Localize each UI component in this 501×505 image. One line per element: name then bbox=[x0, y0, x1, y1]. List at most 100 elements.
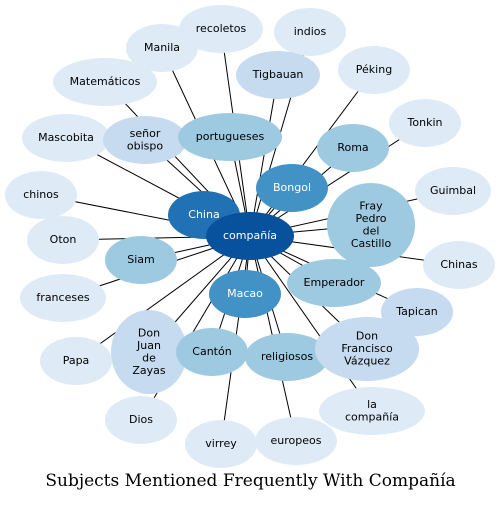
node-chinas: Chinas bbox=[423, 241, 495, 289]
node-label: Don Francisco Vázquez bbox=[341, 330, 393, 368]
node-label: Bongol bbox=[273, 181, 311, 194]
node-shape bbox=[178, 113, 282, 161]
node-shape bbox=[317, 124, 389, 172]
node-canton: Cantón bbox=[176, 328, 248, 376]
node-shape bbox=[287, 259, 381, 307]
node-siam: Siam bbox=[105, 236, 177, 284]
node-label: religiosos bbox=[261, 350, 313, 363]
node-label: virrey bbox=[205, 437, 237, 450]
node-shape bbox=[274, 8, 346, 56]
node-shape bbox=[126, 24, 198, 72]
node-label: Macao bbox=[227, 287, 263, 300]
node-shape bbox=[185, 420, 257, 468]
node-franceses: franceses bbox=[20, 274, 106, 322]
node-shape bbox=[40, 337, 112, 385]
node-label: portugueses bbox=[196, 130, 265, 143]
node-tonkin: Tonkin bbox=[389, 99, 461, 147]
node-manila: Manila bbox=[126, 24, 198, 72]
node-label: Tigbauan bbox=[252, 68, 304, 81]
node-label: Papa bbox=[63, 354, 90, 367]
node-label: Emperador bbox=[304, 276, 365, 289]
node-label: europeos bbox=[271, 434, 322, 447]
node-label: Don Juan de Zayas bbox=[132, 326, 166, 377]
node-label: Cantón bbox=[192, 345, 231, 358]
node-shape bbox=[103, 116, 187, 164]
node-label: la compañía bbox=[345, 398, 399, 424]
center-node-label: compañía bbox=[223, 229, 277, 242]
center-node: compañía bbox=[206, 212, 294, 260]
node-label: Siam bbox=[127, 253, 155, 266]
node-label: Fray Pedro del Castillo bbox=[351, 199, 392, 250]
node-label: Chinas bbox=[440, 258, 477, 271]
node-shape bbox=[315, 317, 419, 381]
node-shape bbox=[27, 216, 99, 264]
node-shape bbox=[53, 58, 157, 106]
node-label: Mascobita bbox=[38, 131, 94, 144]
center-node-shape bbox=[206, 212, 294, 260]
node-don-juan: Don Juan de Zayas bbox=[111, 310, 187, 394]
node-label: señor obispo bbox=[127, 127, 163, 153]
node-shape bbox=[105, 236, 177, 284]
node-peking: Péking bbox=[338, 46, 410, 94]
node-indios: indios bbox=[274, 8, 346, 56]
node-emperador: Emperador bbox=[287, 259, 381, 307]
node-label: Tonkin bbox=[407, 116, 443, 129]
node-oton: Oton bbox=[27, 216, 99, 264]
node-europeos: europeos bbox=[255, 417, 337, 465]
node-papa: Papa bbox=[40, 337, 112, 385]
node-shape bbox=[327, 183, 415, 267]
node-shape bbox=[256, 164, 328, 212]
node-don-francisco: Don Francisco Vázquez bbox=[315, 317, 419, 381]
node-label: Dios bbox=[129, 413, 153, 426]
node-shape bbox=[389, 99, 461, 147]
node-shape bbox=[338, 46, 410, 94]
node-matematicos: Matemáticos bbox=[53, 58, 157, 106]
node-label: Manila bbox=[144, 41, 180, 54]
edge-papa bbox=[75, 235, 251, 362]
node-label: chinos bbox=[23, 188, 59, 201]
node-label: recoletos bbox=[196, 22, 247, 35]
node-shape bbox=[415, 167, 491, 215]
edge-la-compania bbox=[249, 235, 373, 412]
network-diagram: recoletos indios Manila Tigbauan Péking Matem… bbox=[5, 5, 495, 468]
edge-peking bbox=[249, 69, 375, 237]
edge-tonkin bbox=[249, 122, 426, 237]
node-label: Tapican bbox=[395, 305, 437, 318]
node-label: Guimbal bbox=[430, 184, 476, 197]
node-label: indios bbox=[294, 25, 327, 38]
node-shape bbox=[179, 5, 263, 53]
node-tigbauan: Tigbauan bbox=[236, 51, 320, 99]
node-recoletos: recoletos bbox=[179, 5, 263, 53]
node-label: franceses bbox=[36, 291, 89, 304]
node-label: Péking bbox=[356, 63, 392, 76]
node-fray-pedro: Fray Pedro del Castillo bbox=[327, 183, 415, 267]
node-bongol: Bongol bbox=[256, 164, 328, 212]
node-shape bbox=[245, 333, 329, 381]
edge-tigbauan bbox=[249, 74, 279, 237]
node-shape bbox=[176, 328, 248, 376]
node-religiosos: religiosos bbox=[245, 333, 329, 381]
node-shape bbox=[105, 396, 177, 444]
nodes: recoletos indios Manila Tigbauan Péking Matem… bbox=[5, 5, 495, 468]
node-shape bbox=[111, 310, 187, 394]
node-shape bbox=[20, 274, 106, 322]
node-senor-obispo: señor obispo bbox=[103, 116, 187, 164]
node-portugueses: portugueses bbox=[178, 113, 282, 161]
node-label: Matemáticos bbox=[70, 75, 141, 88]
node-la-compania: la compañía bbox=[319, 387, 425, 435]
node-dios: Dios bbox=[105, 396, 177, 444]
node-mascobita: Mascobita bbox=[22, 114, 110, 162]
node-shape bbox=[209, 270, 281, 318]
node-macao: Macao bbox=[209, 270, 281, 318]
node-virrey: virrey bbox=[185, 420, 257, 468]
node-guimbal: Guimbal bbox=[415, 167, 491, 215]
node-shape bbox=[22, 114, 110, 162]
node-shape bbox=[5, 171, 77, 219]
node-label: Oton bbox=[50, 233, 77, 246]
node-roma: Roma bbox=[317, 124, 389, 172]
node-label: Roma bbox=[337, 141, 368, 154]
diagram-title: Subjects Mentioned Frequently With Compa… bbox=[45, 471, 456, 491]
node-shape bbox=[255, 417, 337, 465]
node-shape bbox=[236, 51, 320, 99]
node-shape bbox=[319, 387, 425, 435]
